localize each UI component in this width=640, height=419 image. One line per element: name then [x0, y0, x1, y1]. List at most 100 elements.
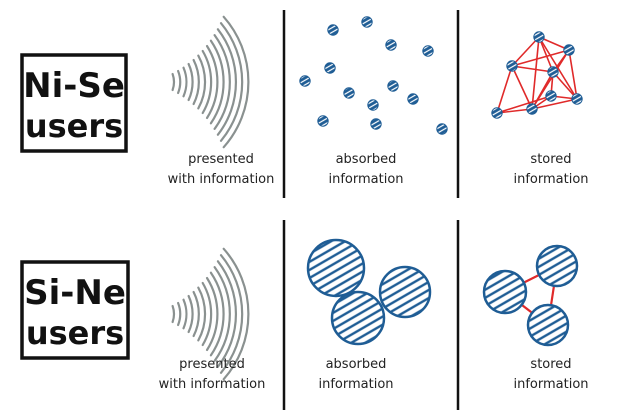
- network-node: [491, 107, 503, 119]
- network-node: [545, 90, 557, 102]
- wave-arc: [192, 58, 200, 106]
- ni-se-signal-waves: [171, 15, 250, 149]
- absorbed-blob: [330, 290, 386, 346]
- wave-arc: [192, 290, 200, 338]
- absorbed-dot: [324, 62, 336, 74]
- row-ni-se: Ni-Se users presented with information a…: [20, 10, 589, 198]
- si-ne-users-label: users: [26, 314, 124, 352]
- absorbed-dot: [407, 93, 419, 105]
- absorbed-dot: [387, 80, 399, 92]
- si-ne-caption-stored: stored information: [513, 357, 588, 392]
- caption-line: stored: [530, 357, 571, 372]
- network-edge: [511, 65, 533, 110]
- ni-se-caption-presented: presented with information: [168, 152, 275, 187]
- wave-arc: [201, 281, 213, 347]
- caption-line: presented: [188, 152, 254, 167]
- wave-arc: [216, 28, 237, 136]
- si-ne-caption-presented: presented with information: [159, 357, 266, 392]
- caption-line: stored: [530, 152, 571, 167]
- network-edge: [511, 36, 540, 67]
- network-edge: [531, 36, 540, 110]
- si-ne-caption-absorbed: absorbed information: [318, 357, 393, 392]
- wave-arc: [201, 49, 213, 115]
- caption-line: information: [328, 172, 403, 187]
- network-edge: [496, 95, 552, 114]
- network-node: [533, 31, 545, 43]
- wave-arc: [219, 254, 244, 374]
- network-edge: [496, 65, 513, 114]
- row-si-ne: Si-Ne users presented with information a…: [20, 220, 589, 410]
- network-node: [563, 44, 575, 56]
- wave-arc: [177, 301, 182, 327]
- wave-arc: [197, 54, 207, 110]
- wave-arc: [216, 260, 237, 368]
- network-edge: [568, 49, 578, 100]
- caption-line: information: [513, 172, 588, 187]
- si-ne-title: Si-Ne: [24, 273, 126, 313]
- ni-se-title: Ni-Se: [23, 66, 125, 106]
- ni-se-stored-network: [491, 31, 583, 119]
- ni-se-caption-absorbed: absorbed information: [328, 152, 403, 187]
- si-ne-label-box: Si-Ne users: [20, 260, 130, 360]
- network-node: [526, 103, 538, 115]
- absorbed-blob: [378, 265, 432, 319]
- absorbed-dot: [343, 87, 355, 99]
- wave-arc: [205, 44, 219, 120]
- absorbed-dot: [422, 45, 434, 57]
- wave-arc: [177, 69, 182, 95]
- absorbed-dot: [299, 75, 311, 87]
- absorbed-dot: [370, 118, 382, 130]
- network-edge: [538, 36, 554, 73]
- si-ne-stored-network: [482, 244, 579, 347]
- absorbed-dot: [361, 16, 373, 28]
- wave-arc: [222, 247, 250, 381]
- wave-arc: [209, 39, 225, 125]
- wave-arc: [213, 266, 231, 362]
- caption-line: information: [513, 377, 588, 392]
- absorbed-dot: [367, 99, 379, 111]
- network-node: [571, 93, 583, 105]
- network-edge: [531, 98, 578, 110]
- wave-arc: [171, 304, 176, 324]
- network-node: [482, 269, 528, 315]
- network-node: [547, 66, 559, 78]
- wave-arc: [197, 286, 207, 342]
- network-edge: [511, 65, 554, 73]
- si-ne-absorbed-blobs: [306, 238, 432, 346]
- ni-se-caption-stored: stored information: [513, 152, 588, 187]
- wave-arc: [205, 276, 219, 352]
- network-edge: [496, 108, 533, 114]
- wave-arc: [182, 298, 188, 330]
- wave-arc: [219, 22, 244, 142]
- si-ne-box-frame: [20, 260, 130, 360]
- si-ne-signal-waves: [171, 247, 250, 381]
- network-edge: [511, 49, 570, 67]
- wave-arc: [171, 72, 176, 92]
- network-edge: [552, 71, 578, 100]
- caption-line: absorbed: [326, 357, 387, 372]
- wave-arc: [187, 62, 194, 102]
- ni-se-users-label: users: [25, 107, 123, 145]
- ni-se-absorbed-dots: [299, 16, 448, 135]
- network-edge: [531, 49, 570, 110]
- absorbed-dot: [327, 24, 339, 36]
- wave-arc: [213, 34, 231, 130]
- absorbed-dot: [317, 115, 329, 127]
- absorbed-dot: [436, 123, 448, 135]
- ni-se-label-box: Ni-Se users: [20, 53, 128, 153]
- ni-se-box-frame: [20, 53, 128, 153]
- absorbed-blob: [306, 238, 366, 298]
- wave-arc: [182, 66, 188, 98]
- caption-line: information: [318, 377, 393, 392]
- network-node: [526, 303, 570, 347]
- wave-arc: [187, 294, 194, 334]
- network-node: [506, 60, 518, 72]
- absorbed-dot: [385, 39, 397, 51]
- caption-line: presented: [179, 357, 245, 372]
- caption-line: with information: [168, 172, 275, 187]
- network-node: [535, 244, 579, 288]
- caption-line: with information: [159, 377, 266, 392]
- wave-arc: [209, 271, 225, 357]
- wave-arc: [222, 15, 250, 149]
